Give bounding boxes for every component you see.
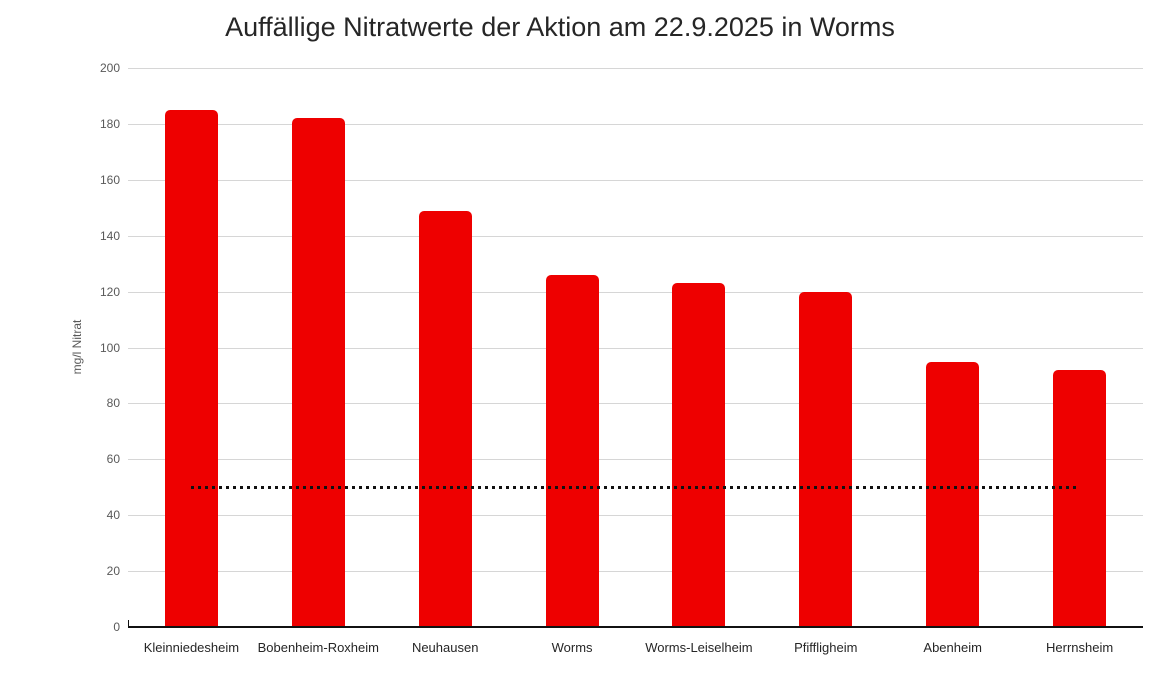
threshold-line-50 — [191, 486, 1080, 490]
y-tick-label-120: 120 — [99, 284, 120, 299]
y-tick-label-60: 60 — [106, 452, 120, 467]
category-label-pfiffligheim: Pfiffligheim — [794, 640, 858, 655]
y-tick-label-20: 20 — [106, 564, 120, 579]
gridline-180 — [128, 123, 1143, 125]
y-tick-label-80: 80 — [106, 396, 120, 411]
gridline-80 — [128, 403, 1143, 405]
gridline-160 — [128, 179, 1143, 181]
gridline-40 — [128, 515, 1143, 517]
category-label-herrnsheim: Herrnsheim — [1046, 640, 1114, 655]
y-tick-label-0: 0 — [113, 620, 120, 634]
bar-pfiffligheim — [799, 291, 853, 627]
x-axis-line — [128, 626, 1143, 628]
y-tick-label-180: 180 — [99, 116, 120, 131]
category-label-abenheim: Abenheim — [923, 640, 982, 655]
gridline-200 — [128, 68, 1143, 69]
y-tick-label-200: 200 — [99, 61, 120, 75]
gridline-140 — [128, 235, 1143, 237]
gridline-60 — [128, 459, 1143, 461]
axis-origin-tick — [128, 620, 129, 626]
bar-worms — [545, 274, 599, 627]
bar-neuhausen — [418, 210, 472, 627]
category-label-kleinniedesheim: Kleinniedesheim — [143, 640, 240, 655]
bar-abenheim — [926, 361, 980, 627]
category-label-bobenheim-roxheim: Bobenheim-Roxheim — [257, 640, 379, 655]
category-label-worms-leiselheim: Worms-Leiselheim — [645, 640, 753, 655]
y-tick-label-100: 100 — [99, 340, 120, 355]
y-tick-label-160: 160 — [99, 172, 120, 187]
chart-title: Auffällige Nitratwerte der Aktion am 22.… — [225, 12, 895, 42]
gridline-120 — [128, 291, 1143, 293]
plot-area — [128, 68, 1143, 628]
category-label-worms: Worms — [551, 640, 593, 655]
bar-kleinniedesheim — [164, 109, 218, 627]
y-tick-label-140: 140 — [99, 228, 120, 243]
bar-bobenheim-roxheim — [291, 118, 345, 627]
y-tick-label-40: 40 — [106, 508, 120, 523]
gridline-20 — [128, 571, 1143, 573]
category-label-neuhausen: Neuhausen — [411, 640, 479, 655]
gridline-100 — [128, 347, 1143, 349]
bar-worms-leiselheim — [672, 283, 726, 627]
bar-herrnsheim — [1053, 369, 1107, 627]
